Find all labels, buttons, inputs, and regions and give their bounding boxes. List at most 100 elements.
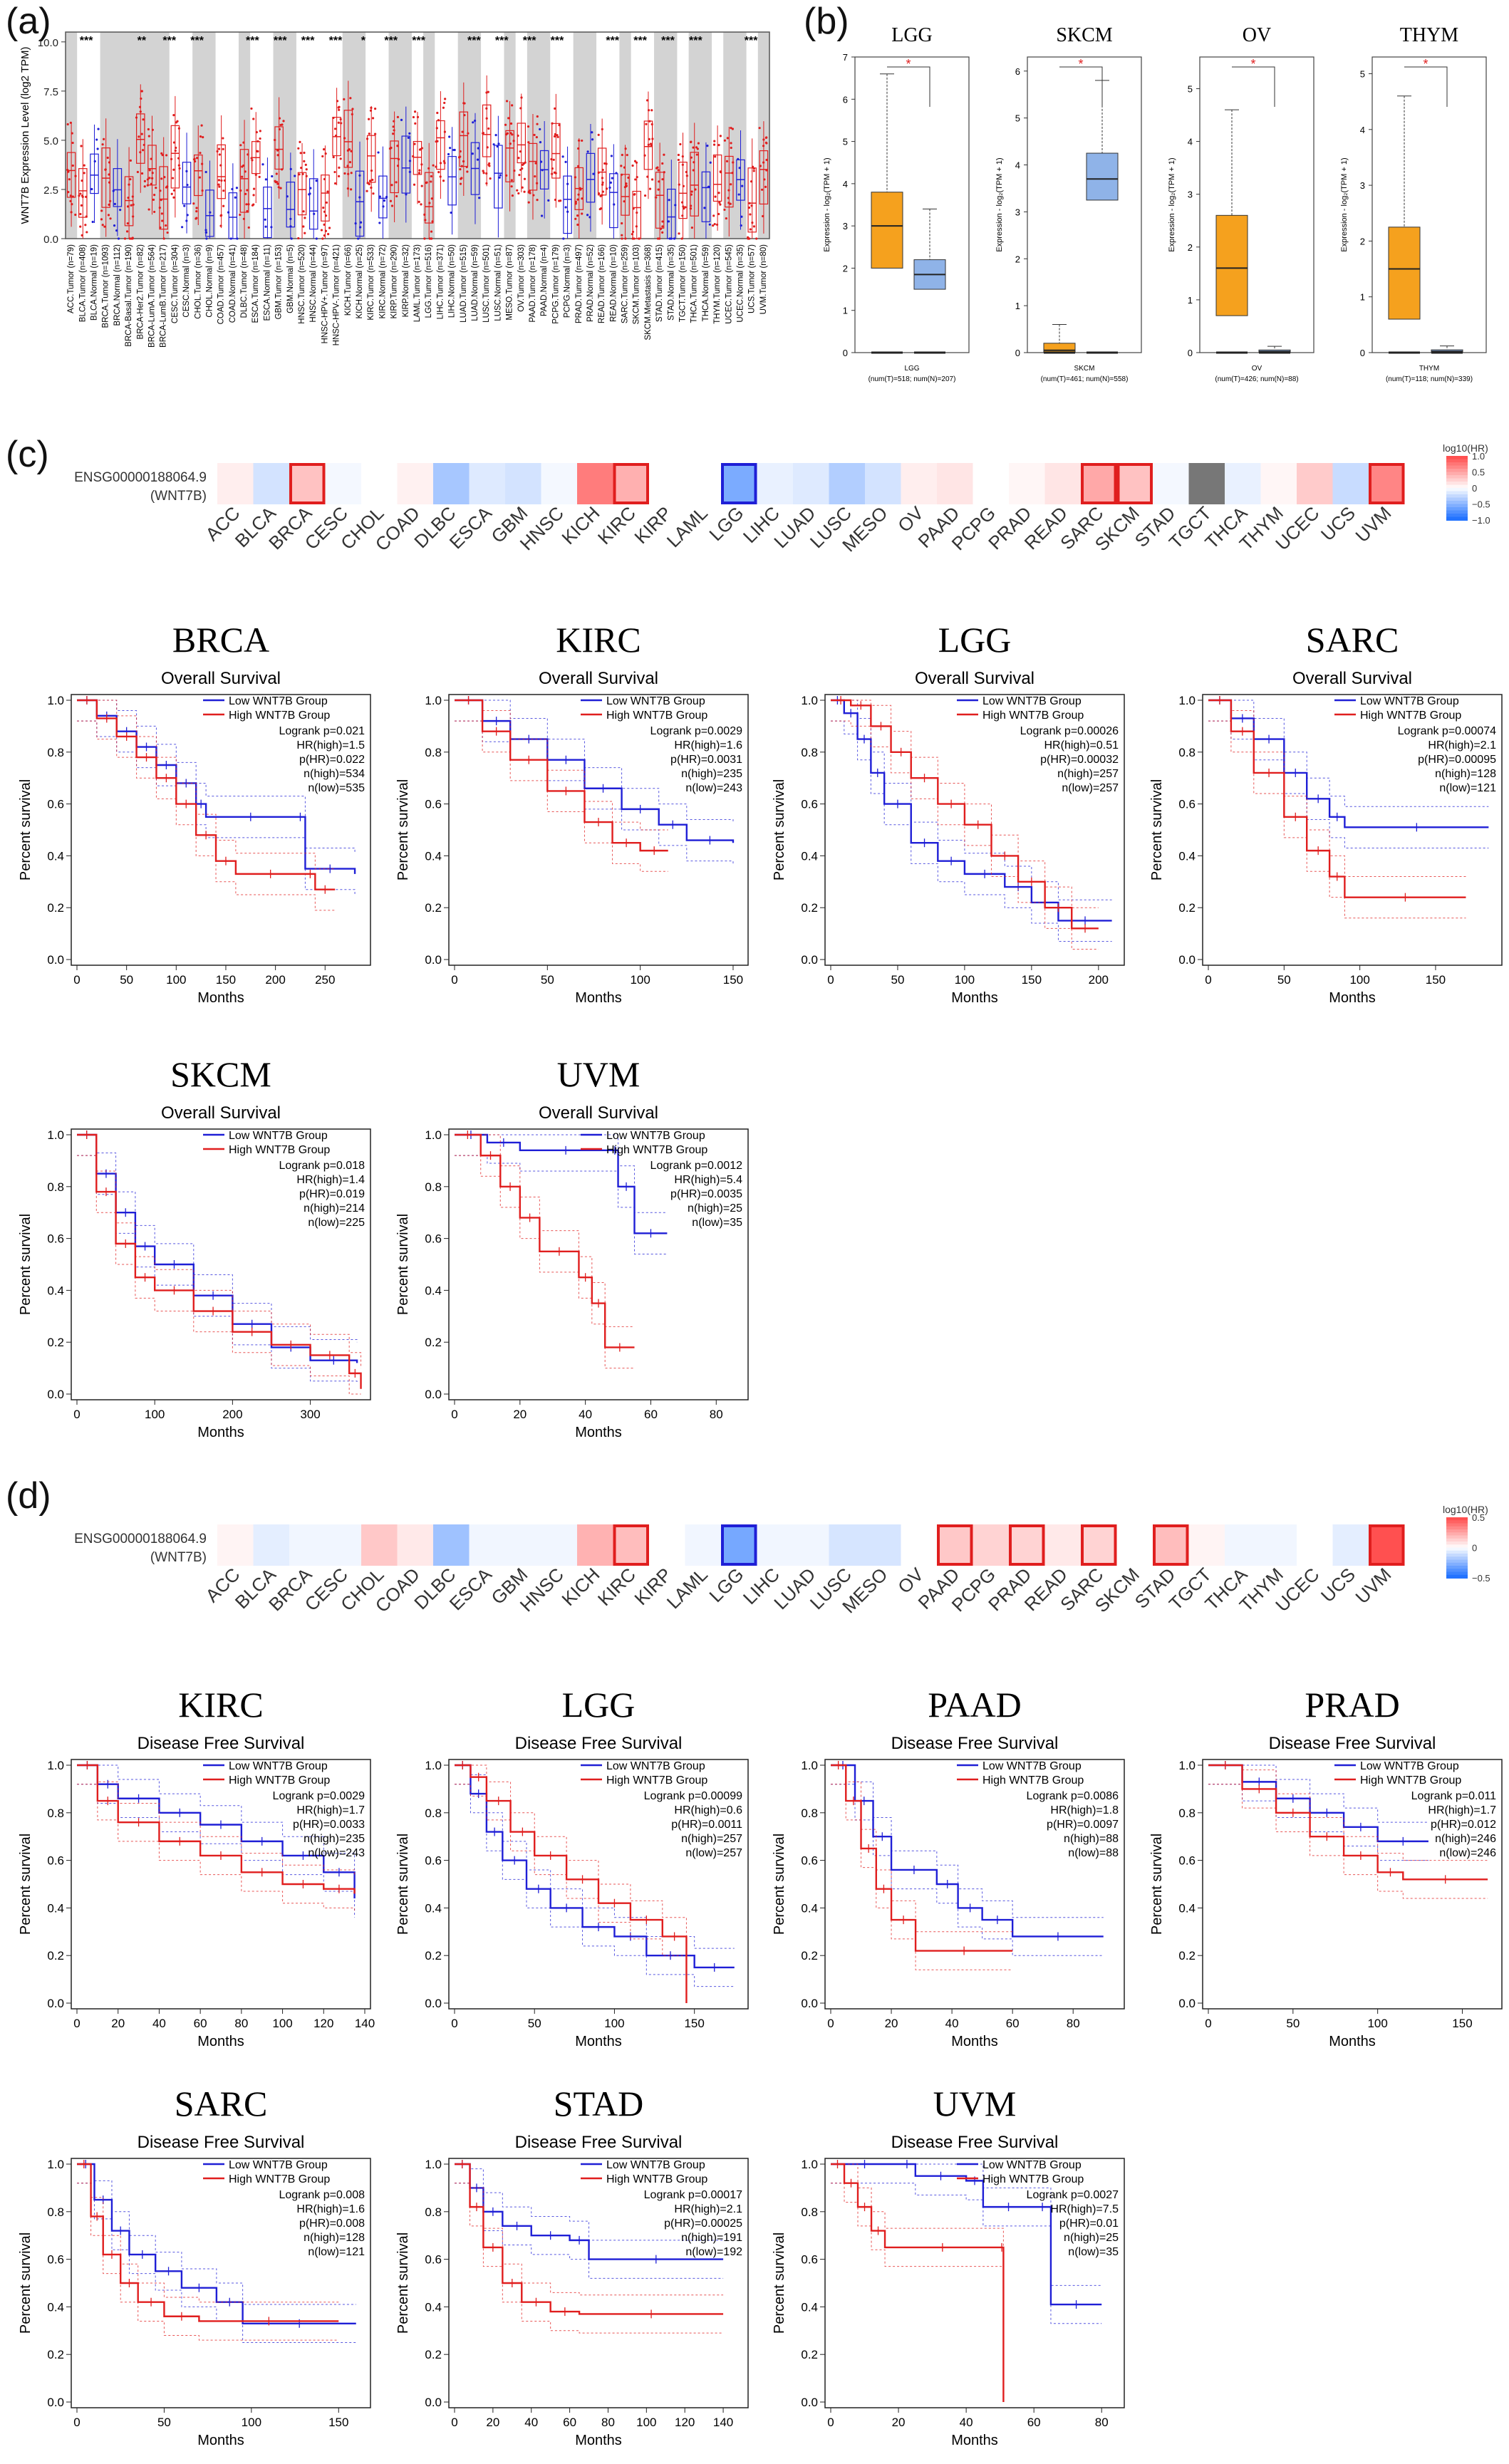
data-point [251, 204, 254, 207]
data-point [657, 169, 660, 172]
data-point [620, 165, 623, 167]
statistic-text: n(low)=35 [1068, 2246, 1119, 2258]
high-ci-lower [831, 2183, 1004, 2402]
high-survival-curve [77, 1133, 362, 1389]
category-label: BRCA-Basal.Tumor (n=190) [125, 244, 133, 347]
data-point [83, 172, 85, 175]
data-point [126, 205, 130, 208]
box [390, 140, 399, 194]
legend-high-label: High WNT7B Group [606, 709, 707, 722]
statistic-text: n(high)=25 [688, 1202, 742, 1215]
panel-c-survival-curves: BRCA Overall Survival 0.0 0.2 0.4 0.6 0.8 1.0 0 5… [18, 620, 1503, 1440]
data-point [129, 177, 132, 181]
legend-high-label: High WNT7B Group [982, 1774, 1084, 1787]
plot-frame [71, 694, 371, 966]
significant-cell-outline [1081, 1524, 1117, 1566]
y-tick-label: 0.4 [425, 1901, 442, 1915]
box [343, 110, 353, 168]
data-point [623, 200, 626, 203]
data-point [328, 227, 331, 229]
plot-title: Overall Survival [161, 669, 281, 688]
y-axis-label: Expression - log₂(TPM + 1) [823, 157, 831, 251]
x-tick-label: 0 [451, 1408, 457, 1421]
category-label: STAD.Normal (n=35) [667, 244, 675, 321]
x-axis-label: Months [197, 2433, 244, 2448]
data-point [450, 211, 452, 214]
data-point [472, 121, 475, 124]
statistic-text: n(low)=121 [308, 2246, 365, 2258]
statistic-text: p(HR)=0.00025 [664, 2218, 742, 2230]
data-point [521, 186, 524, 189]
heatmap-cell [217, 1524, 254, 1566]
cancer-label: LGG [705, 502, 747, 545]
data-point [250, 107, 253, 110]
sample-count-footer: (num(T)=461; num(N)=558) [1041, 375, 1129, 383]
data-point [621, 222, 623, 225]
high-ci-lower [1208, 1784, 1488, 1899]
category-label: MESO.Tumor (n=87) [506, 244, 514, 321]
data-point [505, 100, 509, 103]
heatmap-cell [793, 1524, 829, 1566]
y-tick-label: 4 [1360, 125, 1365, 135]
x-tick-label: 200 [265, 973, 285, 987]
category-label: LAML.Tumor (n=173) [413, 244, 422, 322]
significance-star: *** [274, 35, 287, 47]
data-point [712, 143, 716, 146]
data-point [80, 145, 83, 147]
data-point [509, 122, 513, 125]
plot-title: SKCM [1056, 24, 1112, 46]
background-band [100, 32, 170, 239]
data-point [259, 130, 261, 132]
category-label: PRAD.Tumor (n=497) [575, 244, 584, 323]
heatmap-cell [469, 463, 505, 504]
data-point [218, 185, 221, 188]
category-label: HNSC.Normal (n=44) [309, 244, 318, 323]
heatmap-cell [577, 463, 613, 504]
x-axis-label: Months [197, 990, 244, 1006]
high-ci-upper [455, 1134, 635, 1327]
box [147, 145, 157, 186]
sample-count-footer: (num(T)=426; num(N)=88) [1215, 375, 1298, 383]
data-point [349, 188, 353, 191]
y-tick-label: 1.0 [425, 694, 442, 707]
x-axis-label: Months [1329, 2034, 1376, 2049]
y-tick-label: 0.2 [801, 1949, 818, 1963]
data-point [148, 177, 151, 180]
x-axis-label: Months [197, 2034, 244, 2049]
significance-star: *** [384, 35, 398, 47]
data-point [327, 233, 330, 236]
legend-gradient-step [1446, 1574, 1468, 1579]
data-point [68, 178, 71, 181]
legend-gradient-step [1446, 1566, 1468, 1570]
data-point [667, 220, 670, 223]
data-point [217, 147, 221, 150]
data-point [200, 124, 203, 127]
category-label: KIRP.Tumor (n=290) [390, 244, 399, 319]
y-tick-label: 3 [843, 221, 848, 232]
statistic-text: Logrank p=0.00099 [644, 1790, 742, 1802]
high-survival-curve [455, 1764, 688, 2003]
heatmap-cell [1297, 463, 1333, 504]
data-point [343, 98, 346, 100]
statistic-text: Logrank p=0.021 [279, 725, 365, 737]
data-point [235, 187, 239, 189]
heatmap-cell [829, 463, 865, 504]
data-point [586, 150, 589, 153]
x-tick-label: 60 [644, 1408, 658, 1421]
y-tick-label: 0.4 [1178, 849, 1196, 863]
sample-count-footer: (num(T)=518; num(N)=207) [868, 375, 956, 383]
data-point [258, 175, 261, 178]
significant-cell-outline [721, 1524, 757, 1566]
box [355, 170, 365, 237]
data-point [274, 180, 276, 182]
y-axis-label: Percent survival [395, 2232, 411, 2334]
category-label: LGG.Tumor (n=516) [425, 244, 433, 318]
cancer-label: LUAD [769, 502, 819, 552]
box [366, 135, 376, 183]
category-label: PCPG.Tumor (n=179) [551, 244, 560, 324]
legend-gradient-step [1446, 504, 1468, 508]
cancer-label: UCS [1317, 502, 1359, 545]
data-point [172, 168, 175, 171]
x-category-label: SKCM [1074, 365, 1095, 373]
box [424, 172, 434, 224]
